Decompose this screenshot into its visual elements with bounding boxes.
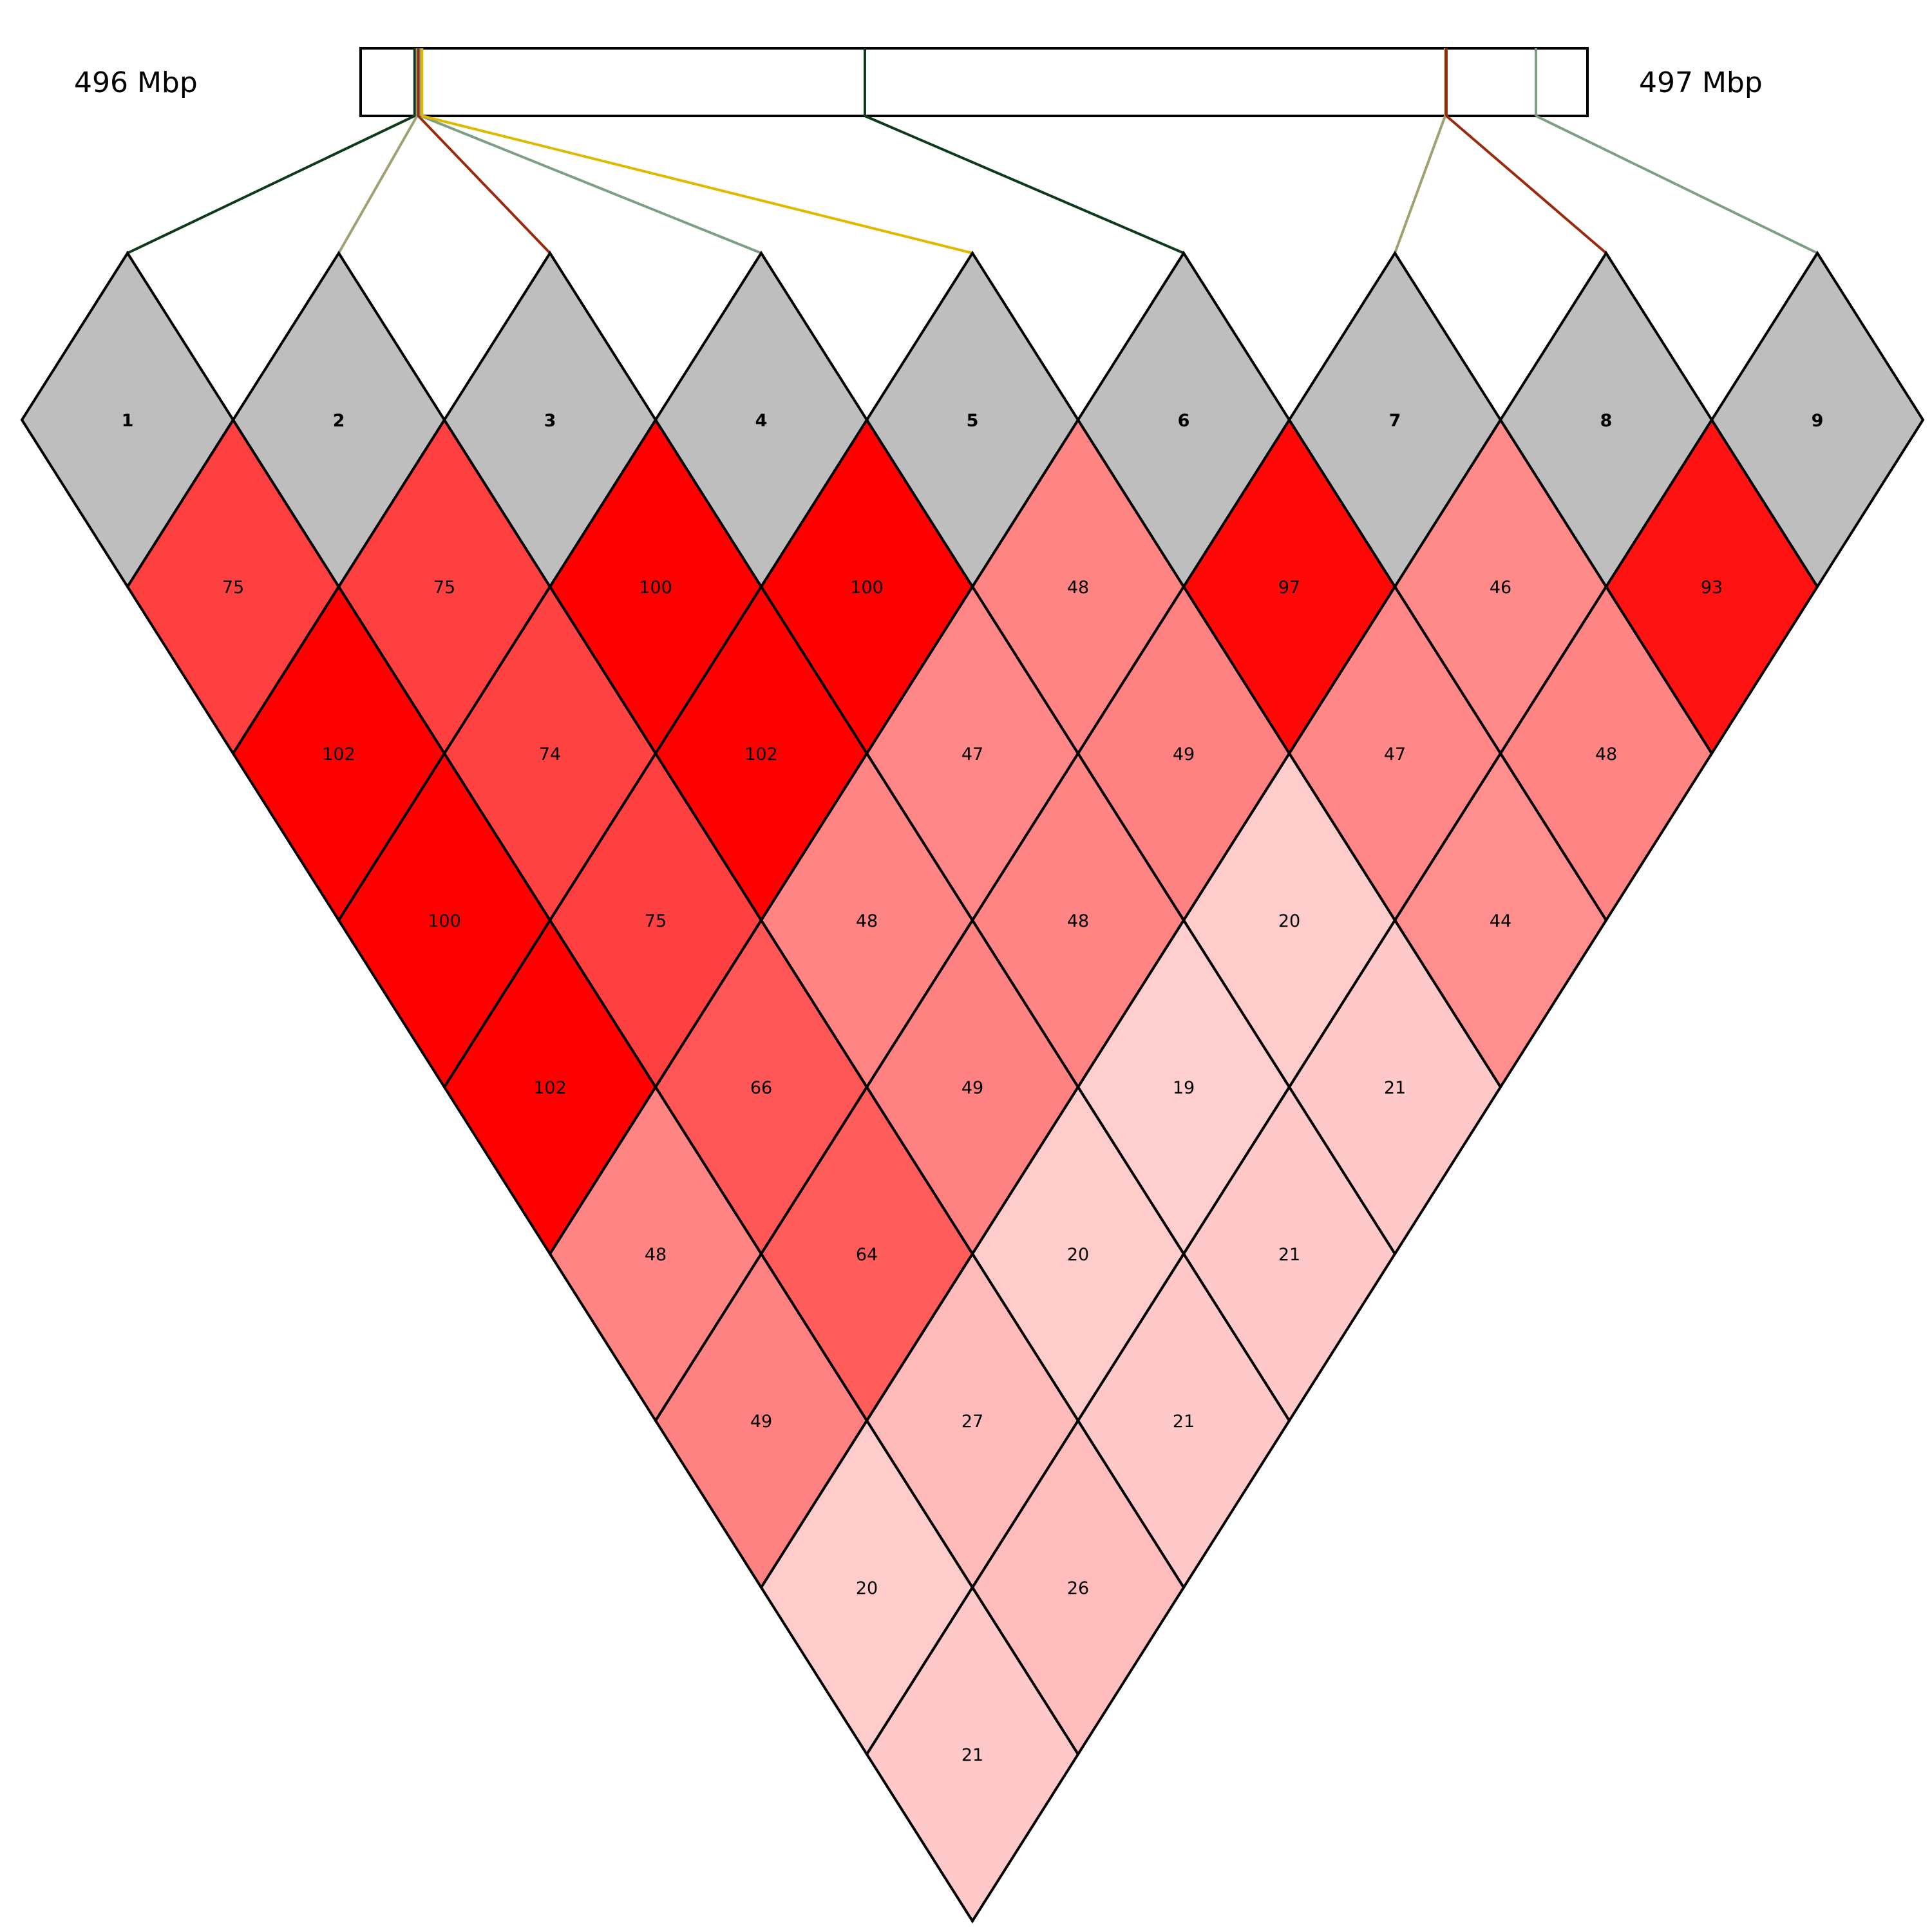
ld-cell-label-4-6: 47 xyxy=(961,744,983,764)
ld-cell-label-7-8: 46 xyxy=(1490,578,1511,598)
marker-label-7: 7 xyxy=(1389,411,1401,431)
marker-label-4: 4 xyxy=(755,411,768,431)
ld-cell-label-2-6: 66 xyxy=(750,1078,772,1098)
marker-connector-5 xyxy=(421,115,973,254)
marker-connector-7 xyxy=(1394,115,1446,254)
marker-cell-3 xyxy=(442,251,658,589)
ld-cell-label-4-5: 100 xyxy=(850,578,884,598)
marker-connectors xyxy=(127,48,1818,254)
marker-cell-9 xyxy=(1710,251,1925,589)
ld-cell-label-6-8: 47 xyxy=(1384,744,1406,764)
ld-cell-label-1-3: 102 xyxy=(322,744,355,764)
ld-cell-label-3-4: 100 xyxy=(639,578,672,598)
ld-cell-label-3-9: 21 xyxy=(1173,1412,1195,1432)
region-start-label: 496 Mbp xyxy=(74,66,198,99)
marker-label-2: 2 xyxy=(333,411,345,431)
ld-cell-label-2-7: 64 xyxy=(856,1245,878,1265)
ld-cell-label-4-7: 48 xyxy=(1067,911,1089,931)
ld-cell-label-7-9: 48 xyxy=(1595,744,1617,764)
ld-cell-label-1-8: 20 xyxy=(856,1578,878,1598)
ld-cell-label-1-7: 49 xyxy=(750,1412,772,1432)
marker-label-5: 5 xyxy=(967,411,979,431)
ld-cell-label-2-9: 26 xyxy=(1067,1578,1089,1598)
ld-cell-label-3-5: 102 xyxy=(744,744,778,764)
ld-cell-label-5-7: 49 xyxy=(1173,744,1195,764)
ld-cell-label-6-7: 97 xyxy=(1278,578,1300,598)
marker-cell-8 xyxy=(1499,251,1714,589)
marker-connector-9 xyxy=(1535,115,1818,254)
ld-cell-label-1-9: 21 xyxy=(961,1745,983,1765)
ld-cell-label-1-6: 48 xyxy=(645,1245,667,1265)
ld-cell-label-2-8: 27 xyxy=(961,1412,983,1432)
ld-cell-label-3-7: 49 xyxy=(961,1078,983,1098)
marker-connector-8 xyxy=(1445,115,1607,254)
marker-label-1: 1 xyxy=(122,411,134,431)
marker-label-8: 8 xyxy=(1600,411,1613,431)
ld-cell-label-5-6: 48 xyxy=(1067,578,1089,598)
marker-connector-2 xyxy=(337,115,419,254)
ld-cell-label-2-3: 75 xyxy=(433,578,455,598)
marker-connector-4 xyxy=(420,115,762,254)
marker-connector-6 xyxy=(864,115,1184,254)
marker-cell-4 xyxy=(654,251,869,589)
ld-cell-label-3-8: 20 xyxy=(1067,1245,1089,1265)
ld-cell-label-4-9: 21 xyxy=(1278,1245,1300,1265)
ld-cell-label-1-5: 102 xyxy=(533,1078,567,1098)
region-end-label: 497 Mbp xyxy=(1639,66,1763,99)
ld-cell-label-2-5: 75 xyxy=(645,911,667,931)
ld-cell-label-4-8: 19 xyxy=(1173,1078,1195,1098)
marker-cell-1 xyxy=(20,251,235,589)
marker-label-6: 6 xyxy=(1178,411,1190,431)
marker-cell-6 xyxy=(1076,251,1291,589)
ld-cell-label-8-9: 93 xyxy=(1701,578,1723,598)
ld-cell-label-1-2: 75 xyxy=(222,578,244,598)
marker-label-9: 9 xyxy=(1812,411,1824,431)
ld-cell-label-6-9: 44 xyxy=(1490,911,1511,931)
ld-cell-label-1-4: 100 xyxy=(428,911,461,931)
marker-cell-5 xyxy=(865,251,1080,589)
marker-connector-3 xyxy=(417,115,551,254)
ld-cell-label-3-6: 48 xyxy=(856,911,878,931)
ld-cell-label-2-4: 74 xyxy=(539,744,561,764)
ld-cell-1-9 xyxy=(865,1585,1080,1924)
genomic-region-bar xyxy=(359,47,1589,117)
marker-label-3: 3 xyxy=(544,411,556,431)
marker-connector-1 xyxy=(127,115,415,254)
marker-cell-7 xyxy=(1287,251,1502,589)
marker-cell-2 xyxy=(231,251,446,589)
ld-cell-label-5-8: 20 xyxy=(1278,911,1300,931)
ld-cell-label-5-9: 21 xyxy=(1384,1078,1406,1098)
